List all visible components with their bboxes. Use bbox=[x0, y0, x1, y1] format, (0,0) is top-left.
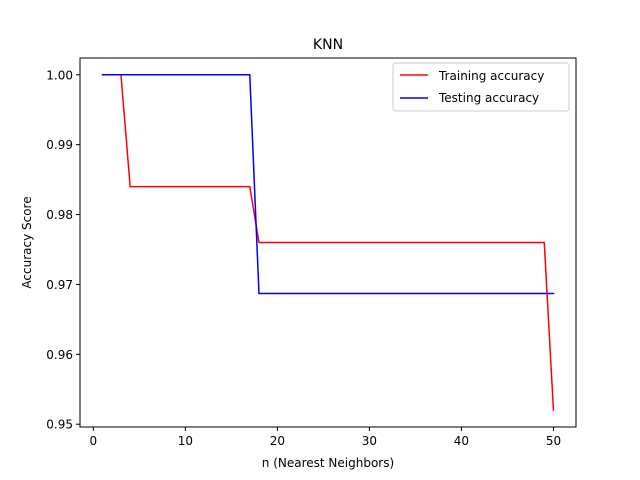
legend-box bbox=[392, 62, 570, 112]
x-tick-label: 10 bbox=[178, 434, 193, 448]
x-axis: 0 10 20 30 40 50 bbox=[90, 427, 561, 448]
x-tick-label: 30 bbox=[362, 434, 377, 448]
x-axis-label: n (Nearest Neighbors) bbox=[262, 456, 394, 470]
plot-area bbox=[101, 74, 555, 412]
x-tick-label: 0 bbox=[90, 434, 98, 448]
y-tick-label: 0.98 bbox=[46, 208, 73, 222]
legend: Training accuracy Testing accuracy bbox=[392, 62, 570, 112]
series-line-testing bbox=[101, 74, 555, 295]
legend-label-testing: Testing accuracy bbox=[438, 91, 539, 105]
x-tick-label: 20 bbox=[270, 434, 285, 448]
y-tick-label: 0.96 bbox=[46, 348, 73, 362]
y-tick-label: 0.99 bbox=[46, 138, 73, 152]
legend-label-training: Training accuracy bbox=[438, 69, 544, 83]
plot-frame bbox=[79, 57, 577, 428]
y-axis: 0.95 0.96 0.97 0.98 0.99 1.00 bbox=[46, 68, 80, 432]
chart-title: KNN bbox=[313, 37, 343, 53]
y-axis-label: Accuracy Score bbox=[20, 196, 34, 288]
x-tick-label: 50 bbox=[546, 434, 561, 448]
y-tick-label: 0.97 bbox=[46, 278, 73, 292]
x-tick-label: 40 bbox=[454, 434, 469, 448]
y-tick-label: 1.00 bbox=[46, 68, 73, 82]
y-tick-label: 0.95 bbox=[46, 418, 73, 432]
